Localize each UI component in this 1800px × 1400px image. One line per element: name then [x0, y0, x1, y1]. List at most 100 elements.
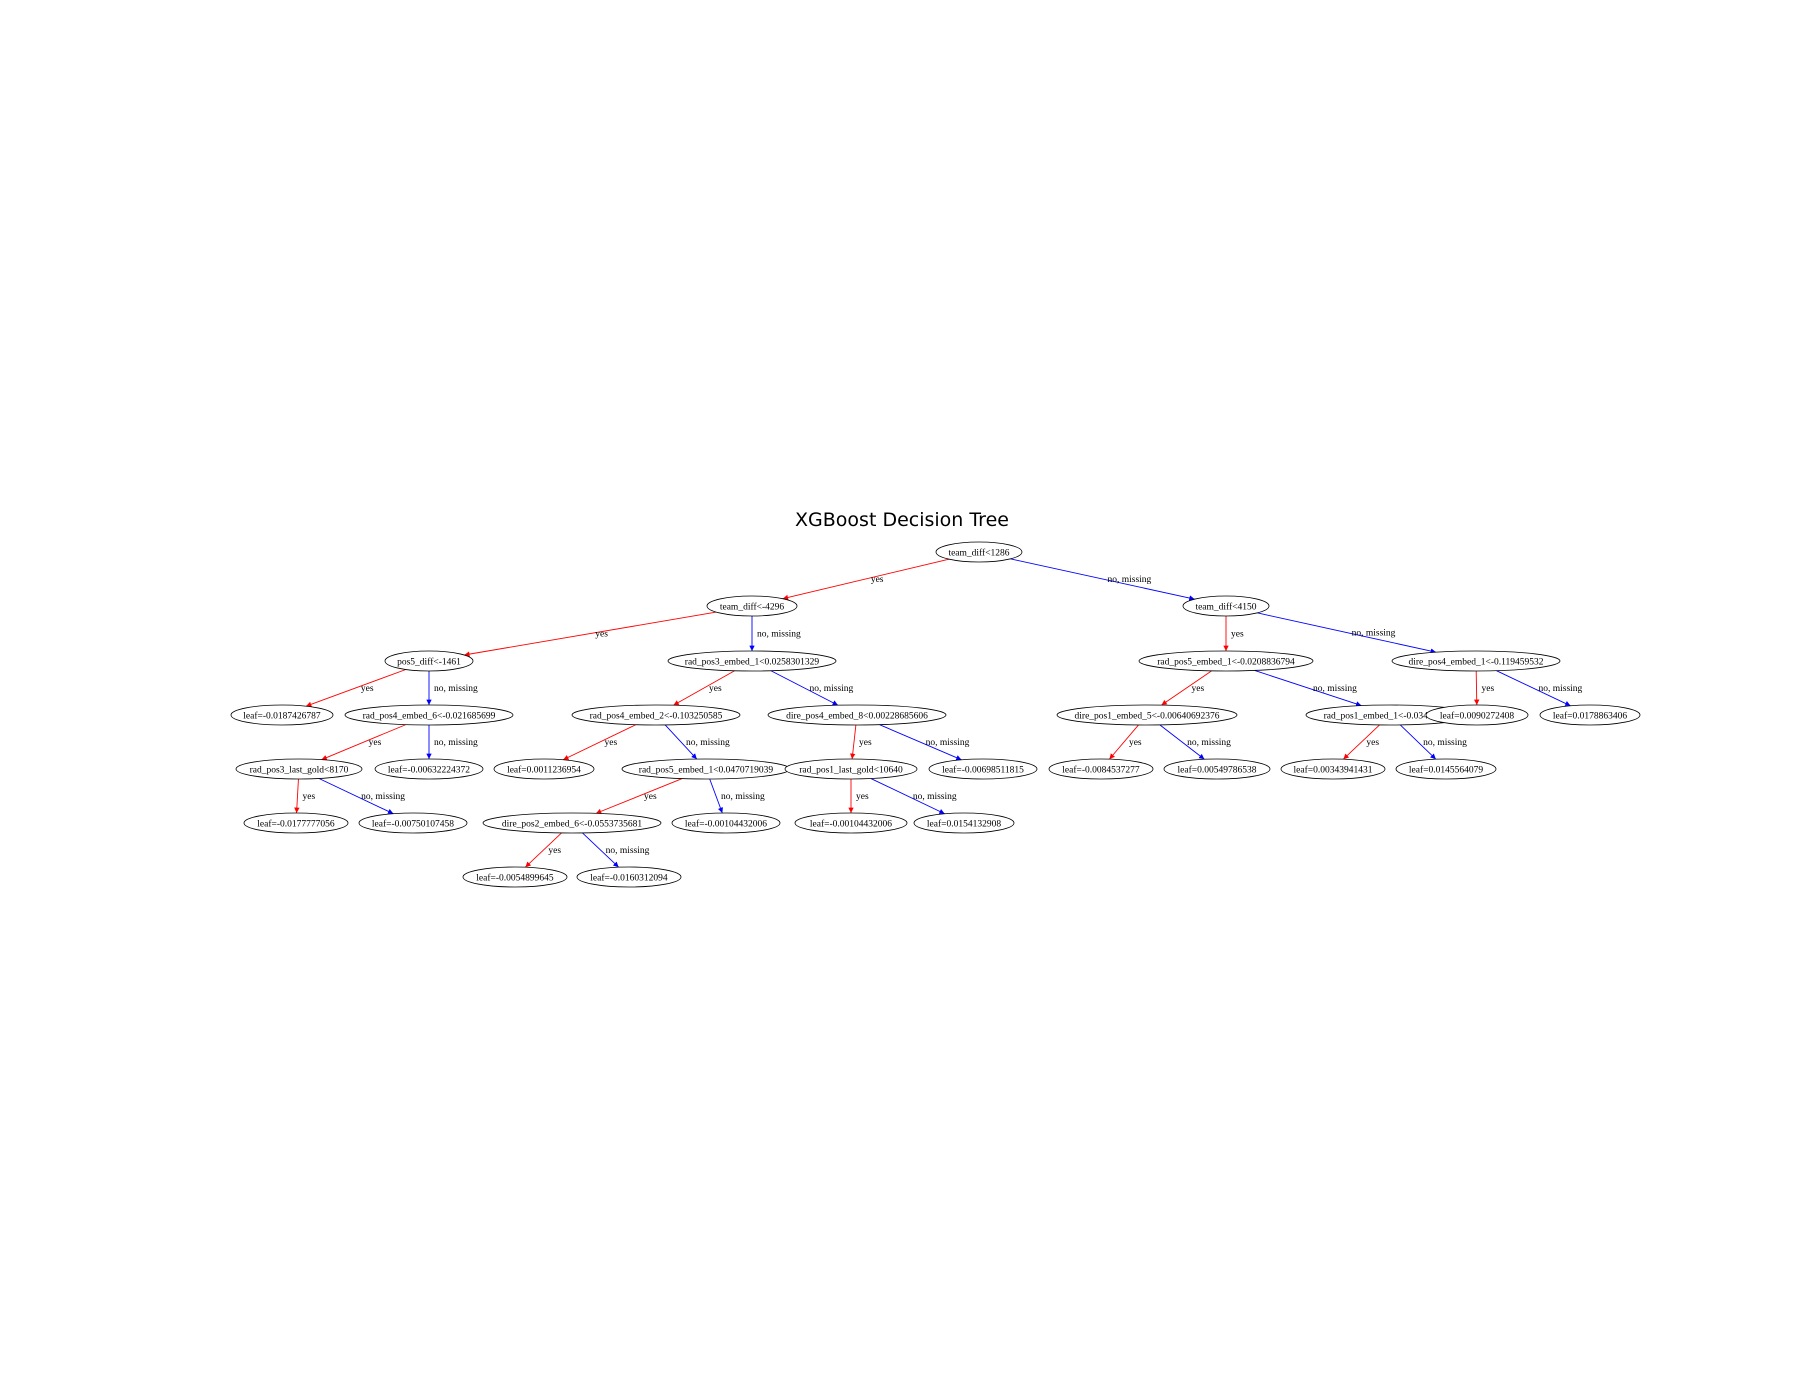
edge-label-yes: yes	[595, 630, 608, 640]
split-node-ellipse	[1391, 650, 1561, 672]
leaf-node-ellipse	[493, 758, 595, 780]
edge-yes-n10-n19	[850, 724, 857, 760]
edge-yes-n12-n23	[1343, 724, 1380, 760]
leaf-node-ellipse	[243, 812, 349, 834]
split-node-ellipse	[344, 704, 514, 726]
edge-label-no: no, missing	[606, 846, 650, 856]
leaf-node-label: leaf=-0.0177777056	[257, 819, 335, 830]
edge-label-no: no, missing	[1423, 738, 1467, 748]
edge-no-n10-n20	[879, 724, 962, 761]
edge-label-yes: yes	[369, 738, 382, 748]
leaf-node-ellipse	[462, 866, 568, 888]
leaf-node: leaf=-0.0054899645	[462, 866, 568, 888]
edge-no-n9-n18	[664, 724, 698, 760]
edge-yes-n27-n31	[525, 832, 562, 868]
leaf-node-label: leaf=-0.00698511815	[942, 765, 1024, 776]
leaf-node: leaf=0.0178863406	[1539, 704, 1641, 726]
edge-no-n5-n12	[1254, 670, 1362, 707]
leaf-node-ellipse	[1048, 758, 1154, 780]
leaf-node: leaf=0.00549786538	[1163, 758, 1271, 780]
leaf-node: leaf=0.00343941431	[1280, 758, 1386, 780]
tree-edges: yes no, missing yes no, missing yes no, missi…	[294, 558, 1583, 868]
edge-label-no: no, missing	[1108, 575, 1152, 585]
edge-label-no: no, missing	[809, 684, 853, 694]
split-node-label: rad_pos1_embed_1<-0.034608338	[1324, 712, 1457, 722]
leaf-node: leaf=-0.00104432006	[671, 812, 781, 834]
edge-label-yes: yes	[303, 792, 316, 802]
split-node: rad_pos5_embed_1<0.0470719039	[621, 758, 791, 780]
split-node: rad_pos4_embed_6<-0.021685699	[344, 704, 514, 726]
leaf-node-ellipse	[1425, 704, 1529, 726]
split-node: rad_pos4_embed_2<-0.103250585	[571, 704, 741, 726]
leaf-node-label: leaf=0.0145564079	[1409, 765, 1483, 776]
edge-no-n12-n24	[1399, 724, 1437, 760]
leaf-node-label: leaf=-0.0084537277	[1062, 765, 1140, 776]
split-node: rad_pos3_last_gold<8170	[235, 758, 363, 780]
edge-label-yes: yes	[605, 738, 618, 748]
edge-no-n11-n22	[1159, 724, 1205, 760]
edge-label-yes: yes	[548, 846, 561, 856]
leaf-node-label: leaf=0.0154132908	[927, 819, 1001, 830]
split-node-label: dire_pos4_embed_8<0.00228685606	[786, 712, 928, 722]
edge-yes-n9-n17	[562, 724, 637, 761]
split-node: team_diff<4150	[1182, 595, 1270, 617]
edge-label-yes: yes	[859, 738, 872, 748]
split-node: team_diff<1286	[935, 541, 1023, 563]
edge-no-n4-n10	[770, 670, 839, 706]
edge-label-no: no, missing	[361, 792, 405, 802]
leaf-node-ellipse	[1280, 758, 1386, 780]
split-node-ellipse	[767, 704, 947, 726]
edge-yes-n11-n21	[1109, 724, 1139, 760]
split-node-ellipse	[482, 812, 662, 834]
split-node-ellipse	[667, 650, 837, 672]
edge-yes-n6-n13	[1474, 670, 1480, 706]
split-node: rad_pos3_embed_1<0.0258301329	[667, 650, 837, 672]
edge-label-no: no, missing	[926, 738, 970, 748]
edge-label-no: no, missing	[1313, 684, 1357, 694]
leaf-node-label: leaf=-0.00104432006	[685, 819, 767, 830]
split-node-ellipse	[1056, 704, 1238, 726]
leaf-node-ellipse	[374, 758, 484, 780]
edge-label-no: no, missing	[434, 738, 478, 748]
leaf-node-label: leaf=0.0178863406	[1553, 711, 1627, 722]
edge-yes-n18-n27	[595, 778, 683, 814]
split-node-label: team_diff<-4296	[720, 602, 785, 613]
split-node-label: rad_pos1_last_gold<10640	[799, 766, 903, 776]
split-node: pos5_diff<-1461	[384, 650, 474, 672]
leaf-node: leaf=-0.0160312094	[576, 866, 682, 888]
edge-no-n15-n26	[318, 778, 394, 815]
split-node: rad_pos1_last_gold<10640	[784, 758, 918, 780]
leaf-node: leaf=0.0011236954	[493, 758, 595, 780]
edge-label-yes: yes	[1366, 738, 1379, 748]
edge-yes-n8-n15	[321, 724, 407, 761]
edge-label-yes: yes	[1482, 684, 1495, 694]
edge-no-n27-n32	[582, 832, 619, 868]
edge-yes-n15-n25	[294, 778, 300, 814]
split-node: dire_pos4_embed_8<0.00228685606	[767, 704, 947, 726]
split-node-label: dire_pos1_embed_5<-0.00640692376	[1075, 712, 1220, 722]
split-node-ellipse	[1138, 650, 1314, 672]
edge-label-no: no, missing	[686, 738, 730, 748]
edge-label-no: no, missing	[434, 684, 478, 694]
split-node-label: dire_pos2_embed_6<-0.0553735681	[502, 820, 642, 830]
leaf-node-label: leaf=-0.00104432006	[810, 819, 892, 830]
edge-label-yes: yes	[871, 575, 884, 585]
edge-no-n0-n2	[1010, 558, 1195, 601]
split-node-label: team_diff<1286	[948, 548, 1009, 559]
tree-nodes: team_diff<1286 team_diff<-4296 team_diff<4…	[230, 541, 1641, 888]
split-node-ellipse	[784, 758, 918, 780]
leaf-node-label: leaf=-0.0160312094	[590, 873, 668, 884]
split-node-ellipse	[571, 704, 741, 726]
leaf-node-ellipse	[358, 812, 468, 834]
leaf-node: leaf=0.0154132908	[913, 812, 1015, 834]
split-node-label: rad_pos3_embed_1<0.0258301329	[685, 658, 820, 668]
edge-yes-n1-n3	[464, 611, 717, 657]
edge-label-yes: yes	[1231, 630, 1244, 640]
split-node-ellipse	[1182, 595, 1270, 617]
leaf-node-label: leaf=-0.0187426787	[243, 711, 321, 722]
split-node-label: dire_pos4_embed_1<-0.119459532	[1408, 658, 1543, 668]
edge-label-yes: yes	[361, 684, 374, 694]
leaf-node: leaf=-0.00104432006	[794, 812, 908, 834]
leaf-node-label: leaf=-0.0054899645	[476, 873, 554, 884]
edge-label-yes: yes	[709, 684, 722, 694]
